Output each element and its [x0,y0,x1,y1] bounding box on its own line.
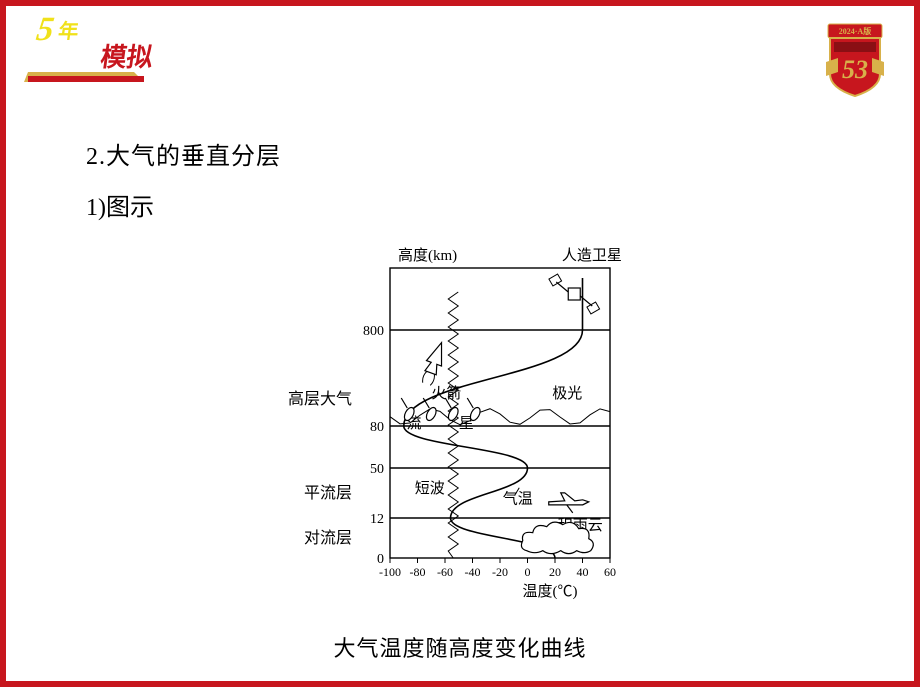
x-tick-label: -60 [437,565,453,579]
x-tick-label: 40 [577,565,589,579]
logo-svg: 5 年 高考 3 年 模拟 [24,6,154,86]
logo-53: 5 年 高考 3 年 模拟 [24,6,154,86]
logo-3: 3 [53,39,76,76]
section-title-text: 大气的垂直分层 [106,144,281,170]
x-tick-label: -40 [465,565,481,579]
diagram-svg: 0125080800-100-80-60-40-200204060高度(km)温… [280,238,640,608]
diagram-wrap: 0125080800-100-80-60-40-200204060高度(km)温… [86,234,834,663]
atmosphere-diagram: 0125080800-100-80-60-40-200204060高度(km)温… [280,238,640,613]
badge-top: 2024·A版 [839,26,871,36]
layer-label: 高层大气 [288,390,352,408]
badge-num: 53 [842,55,868,84]
y-axis-label: 高度(km) [398,247,457,264]
section-number: 2. [86,144,106,170]
rocket-icon [423,340,449,376]
label-shortwave: 短波 [415,480,445,497]
label-satellite: 人造卫星 [562,247,622,264]
x-tick-label: 60 [604,565,616,579]
layer-label: 对流层 [304,529,352,547]
x-tick-label: 0 [525,565,531,579]
content-area: 2.大气的垂直分层 1)图示 0 12 50 80 800 -100 -80 -60 -40 -2… [86,136,834,663]
sub-title-text: 图示 [106,195,154,221]
diagram-caption: 大气温度随高度变化曲线 [86,631,834,663]
meteor-icon [424,406,438,422]
y-tick-label: 80 [370,420,384,435]
x-tick-label: 20 [549,565,561,579]
x-tick-label: -80 [410,565,426,579]
badge-svg: 2024·A版 53 [824,22,886,100]
y-tick-label: 800 [363,324,384,339]
airplane-icon [549,493,589,505]
logo-moni: 模拟 [99,43,154,72]
logo-gaokao: 高考 [79,14,135,44]
badge-53: 2024·A版 53 [824,22,886,92]
x-tick-label: -100 [379,565,401,579]
layer-label: 平流层 [304,484,352,502]
aurora-wave [390,409,610,425]
logo-year2: 年 [77,47,100,71]
label-aurora: 极光 [552,385,582,402]
label-temperature: 气温 [503,491,533,508]
page: 5 年 高考 3 年 模拟 2024·A版 53 2.大气的垂直分层 [6,6,914,681]
x-axis-label: 温度(℃) [523,583,578,600]
y-tick-label: 50 [370,462,384,477]
y-tick-label: 12 [370,512,384,527]
satellite-icon [568,288,580,300]
sub-title: 1)图示 [86,187,834,222]
logo-5: 5 [34,11,56,48]
x-tick-label: -20 [492,565,508,579]
section-title: 2.大气的垂直分层 [86,136,834,171]
sub-number: 1) [86,195,106,221]
